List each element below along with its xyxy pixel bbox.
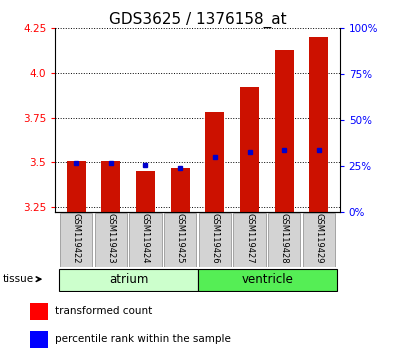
Text: ventricle: ventricle [242, 273, 293, 286]
Title: GDS3625 / 1376158_at: GDS3625 / 1376158_at [109, 12, 286, 28]
Bar [171, 168, 190, 212]
Bar [275, 50, 294, 212]
Text: tissue: tissue [3, 274, 34, 284]
FancyBboxPatch shape [198, 268, 337, 291]
Text: atrium: atrium [109, 273, 149, 286]
FancyBboxPatch shape [60, 213, 92, 267]
FancyBboxPatch shape [199, 213, 231, 267]
Text: GSM119426: GSM119426 [211, 213, 219, 264]
Bar [30, 303, 48, 320]
FancyBboxPatch shape [268, 213, 300, 267]
Text: GSM119429: GSM119429 [314, 213, 324, 264]
Bar [67, 161, 86, 212]
Text: GSM119425: GSM119425 [176, 213, 184, 264]
FancyBboxPatch shape [129, 213, 162, 267]
Text: GSM119428: GSM119428 [280, 213, 289, 264]
FancyBboxPatch shape [233, 213, 266, 267]
Bar [136, 171, 155, 212]
FancyBboxPatch shape [60, 268, 198, 291]
Text: GSM119424: GSM119424 [141, 213, 150, 264]
FancyBboxPatch shape [95, 213, 127, 267]
Text: GSM119422: GSM119422 [71, 213, 81, 264]
Text: percentile rank within the sample: percentile rank within the sample [55, 335, 231, 344]
Bar [240, 87, 259, 212]
Bar [101, 161, 120, 212]
Bar [30, 331, 48, 348]
Text: transformed count: transformed count [55, 306, 152, 316]
Bar [205, 112, 224, 212]
Text: GSM119423: GSM119423 [106, 213, 115, 264]
FancyBboxPatch shape [303, 213, 335, 267]
Bar [309, 37, 328, 212]
Text: GSM119427: GSM119427 [245, 213, 254, 264]
FancyBboxPatch shape [164, 213, 196, 267]
